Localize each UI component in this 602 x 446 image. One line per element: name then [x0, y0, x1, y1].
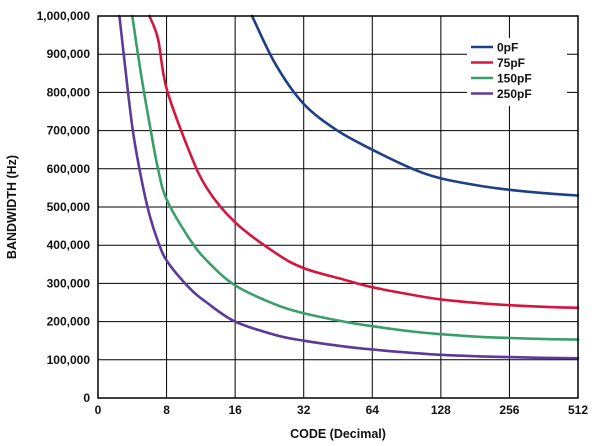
x-tick-label: 32 — [297, 403, 311, 417]
y-tick-label: 100,000 — [47, 353, 91, 367]
legend-label: 0pF — [497, 41, 518, 55]
y-tick-label: 300,000 — [47, 276, 91, 290]
x-axis-title: CODE (Decimal) — [290, 427, 386, 441]
y-tick-label: 200,000 — [47, 315, 91, 329]
legend-label: 75pF — [497, 56, 525, 70]
x-tick-label: 256 — [499, 403, 519, 417]
x-tick-labels: 0 8 16 32 64 128 256 512 — [95, 403, 589, 417]
y-axis-title: BANDWIDTH (Hz) — [5, 155, 19, 259]
x-tick-label: 8 — [163, 403, 170, 417]
x-tick-label: 0 — [95, 403, 102, 417]
series-line-250pF — [118, 14, 580, 360]
x-tick-label: 16 — [228, 403, 242, 417]
legend-label: 150pF — [497, 72, 532, 86]
series-line-0pF — [250, 14, 580, 197]
y-tick-label: 1,000,000 — [37, 9, 91, 23]
x-tick-label: 64 — [366, 403, 380, 417]
legend-label: 250pF — [497, 87, 532, 101]
y-tick-label: 400,000 — [47, 238, 91, 252]
y-tick-label: 500,000 — [47, 200, 91, 214]
y-tick-label: 900,000 — [47, 47, 91, 61]
y-tick-label: 0 — [83, 391, 90, 405]
x-tick-label: 512 — [568, 403, 588, 417]
series-lines — [118, 14, 580, 360]
series-line-75pF — [148, 14, 580, 310]
y-tick-label: 700,000 — [47, 124, 91, 138]
series-line-150pF — [131, 14, 580, 341]
y-tick-labels: 0 100,000 200,000 300,000 400,000 500,000 600,… — [37, 9, 91, 405]
y-tick-label: 800,000 — [47, 85, 91, 99]
y-tick-label: 600,000 — [47, 162, 91, 176]
plot-frame — [97, 15, 579, 399]
x-tick-label: 128 — [431, 403, 451, 417]
